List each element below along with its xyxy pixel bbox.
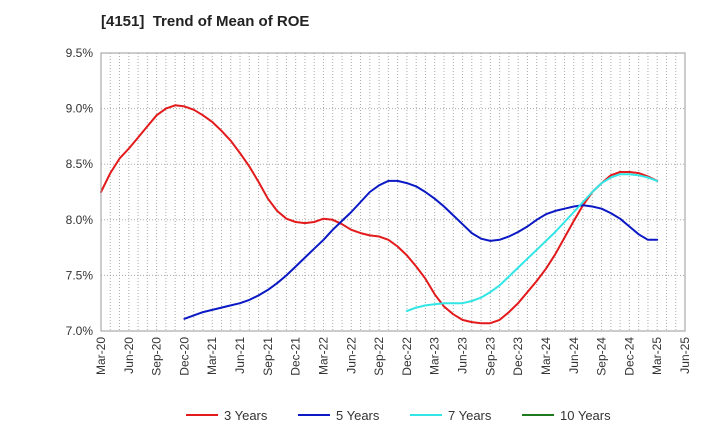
x-tick-label: Dec-24 <box>622 337 636 376</box>
x-tick-label: Sep-22 <box>372 337 386 376</box>
x-tick-label: Jun-24 <box>567 337 581 374</box>
y-tick-label: 8.5% <box>66 157 94 171</box>
y-tick-label: 9.0% <box>66 102 94 116</box>
y-tick-label: 8.0% <box>66 213 94 227</box>
x-tick-label: Mar-22 <box>316 337 330 375</box>
x-tick-label: Mar-23 <box>428 337 442 375</box>
x-tick-label: Jun-21 <box>233 337 247 374</box>
x-tick-label: Jun-20 <box>122 337 136 374</box>
x-tick-label: Mar-25 <box>650 337 664 375</box>
x-tick-label: Mar-24 <box>539 337 553 375</box>
x-tick-label: Jun-22 <box>344 337 358 374</box>
legend-label: 3 Years <box>224 408 268 423</box>
x-tick-label: Dec-23 <box>511 337 525 376</box>
series-lines <box>100 104 659 325</box>
x-tick-label: Jun-23 <box>456 337 470 374</box>
x-tick-label: Sep-21 <box>261 337 275 376</box>
x-tick-label: Dec-20 <box>177 337 191 376</box>
grid-lines <box>101 53 685 331</box>
x-tick-label: Dec-21 <box>289 337 303 376</box>
chart-title: [4151] Trend of Mean of ROE <box>101 13 310 30</box>
legend: 3 Years 5 Years 7 Years 10 Years <box>186 408 611 423</box>
x-tick-label: Mar-20 <box>94 337 108 375</box>
y-tick-label: 7.5% <box>66 268 94 282</box>
plot-frame <box>100 52 686 332</box>
y-tick-label: 7.0% <box>66 324 94 338</box>
x-tick-label: Mar-21 <box>205 337 219 375</box>
legend-label: 10 Years <box>560 408 611 423</box>
x-tick-label: Dec-22 <box>400 337 414 376</box>
series-line-7-years <box>405 173 659 312</box>
legend-label: 7 Years <box>448 408 492 423</box>
y-axis-ticks: 7.0% 7.5% 8.0% 8.5% 9.0% 9.5% <box>66 46 94 338</box>
x-tick-label: Sep-23 <box>483 337 497 376</box>
x-tick-label: Sep-20 <box>150 337 164 376</box>
y-tick-label: 9.5% <box>66 46 94 60</box>
x-tick-label: Jun-25 <box>678 337 692 374</box>
x-tick-label: Sep-24 <box>595 337 609 376</box>
series-line-3-years <box>100 104 659 325</box>
x-axis-ticks: Mar-20 Jun-20 Sep-20 Dec-20 Mar-21 Jun-21 Sep-… <box>94 337 692 376</box>
legend-label: 5 Years <box>336 408 380 423</box>
